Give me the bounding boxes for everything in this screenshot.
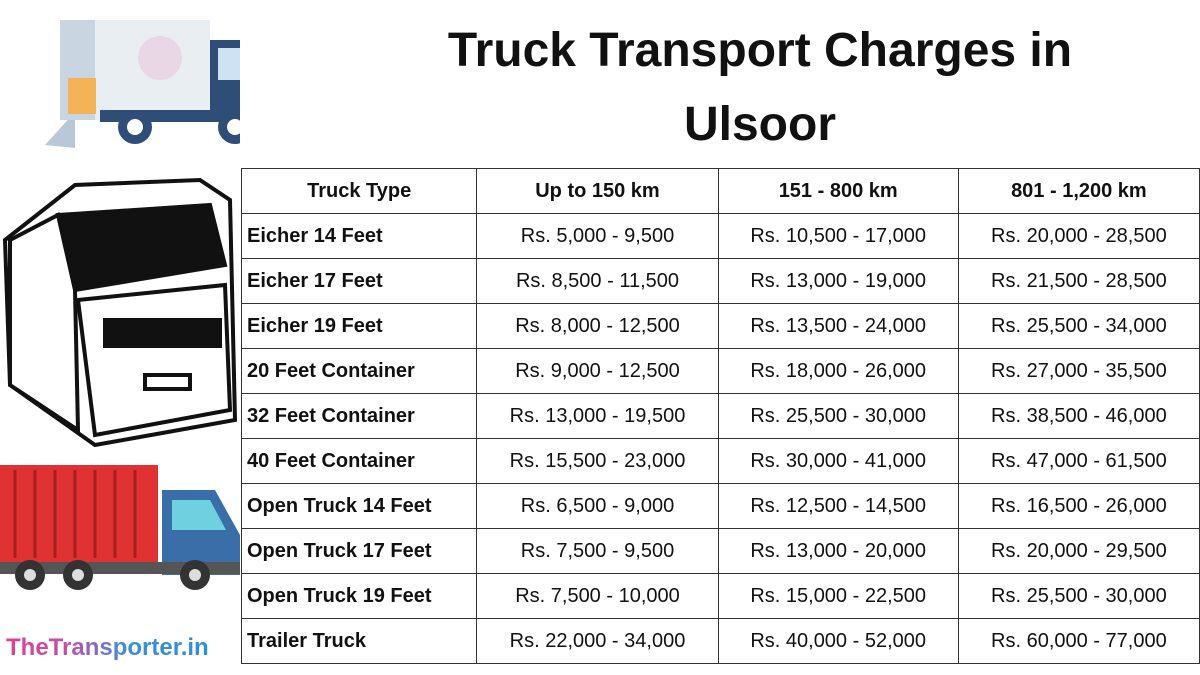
truck-type: 20 Feet Container bbox=[240, 348, 478, 394]
price-range: Rs. 27,000 - 35,500 bbox=[957, 348, 1200, 394]
column-header: Up to 150 km bbox=[476, 168, 719, 214]
price-range: Rs. 18,000 - 26,000 bbox=[717, 348, 959, 394]
column-header: 801 - 1,200 km bbox=[957, 168, 1200, 214]
table-row: 20 Feet Container Rs. 9,000 - 12,500 Rs. 1… bbox=[240, 348, 1200, 394]
truck-type: Open Truck 14 Feet bbox=[240, 483, 478, 529]
price-range: Rs. 5,000 - 9,500 bbox=[476, 213, 719, 259]
price-range: Rs. 15,000 - 22,500 bbox=[717, 573, 959, 619]
price-range: Rs. 40,000 - 52,000 bbox=[717, 618, 959, 664]
price-range: Rs. 15,500 - 23,000 bbox=[476, 438, 719, 484]
price-range: Rs. 38,500 - 46,000 bbox=[957, 393, 1200, 439]
price-range: Rs. 47,000 - 61,500 bbox=[957, 438, 1200, 484]
price-range: Rs. 13,500 - 24,000 bbox=[717, 303, 959, 349]
price-range: Rs. 25,500 - 30,000 bbox=[957, 573, 1200, 619]
box-truck-icon bbox=[45, 20, 240, 148]
rate-table: Truck Type Up to 150 km 151 - 800 km 801 - … bbox=[240, 168, 1200, 664]
table-row: Open Truck 19 Feet Rs. 7,500 - 10,000 Rs. … bbox=[240, 573, 1200, 619]
table-row: Open Truck 17 Feet Rs. 7,500 - 9,500 Rs. 1… bbox=[240, 528, 1200, 574]
price-range: Rs. 10,500 - 17,000 bbox=[717, 213, 959, 259]
price-range: Rs. 13,000 - 19,000 bbox=[717, 258, 959, 304]
header-row: Truck Type Up to 150 km 151 - 800 km 801 - … bbox=[240, 168, 1200, 214]
truck-type: Open Truck 19 Feet bbox=[240, 573, 478, 619]
price-range: Rs. 20,000 - 28,500 bbox=[957, 213, 1200, 259]
truck-type: 32 Feet Container bbox=[240, 393, 478, 439]
title: Truck Transport Charges in Ulsoor bbox=[447, 24, 1073, 151]
price-range: Rs. 25,500 - 34,000 bbox=[957, 303, 1200, 349]
price-range: Rs. 8,500 - 11,500 bbox=[476, 258, 719, 304]
truck-type: Eicher 19 Feet bbox=[240, 303, 478, 349]
price-range: Rs. 13,000 - 20,000 bbox=[717, 528, 959, 574]
table-row: 40 Feet Container Rs. 15,500 - 23,000 Rs. … bbox=[240, 438, 1200, 484]
price-range: Rs. 8,000 - 12,500 bbox=[476, 303, 719, 349]
price-range: Rs. 22,000 - 34,000 bbox=[476, 618, 719, 664]
truck-type: Eicher 17 Feet bbox=[240, 258, 478, 304]
price-range: Rs. 60,000 - 77,000 bbox=[957, 618, 1200, 664]
truck-type: Eicher 14 Feet bbox=[240, 213, 478, 259]
price-range: Rs. 12,500 - 14,500 bbox=[717, 483, 959, 529]
price-range: Rs. 13,000 - 19,500 bbox=[476, 393, 719, 439]
table-row: Open Truck 14 Feet Rs. 6,500 - 9,000 Rs. 1… bbox=[240, 483, 1200, 529]
price-range: Rs. 7,500 - 9,500 bbox=[476, 528, 719, 574]
table-row: Eicher 17 Feet Rs. 8,500 - 11,500 Rs. 13,0… bbox=[240, 258, 1200, 304]
price-range: Rs. 30,000 - 41,000 bbox=[717, 438, 959, 484]
price-range: Rs. 6,500 - 9,000 bbox=[476, 483, 719, 529]
table-row: Trailer Truck Rs. 22,000 - 34,000 Rs. 40,0… bbox=[240, 618, 1200, 664]
truck-type: Open Truck 17 Feet bbox=[240, 528, 478, 574]
container-truck-icon bbox=[0, 465, 240, 590]
truck-type: Trailer Truck bbox=[240, 618, 478, 664]
truck-type: 40 Feet Container bbox=[240, 438, 478, 484]
price-range: Rs. 21,500 - 28,500 bbox=[957, 258, 1200, 304]
column-header: Truck Type bbox=[240, 168, 478, 214]
price-range: Rs. 7,500 - 10,000 bbox=[476, 573, 719, 619]
price-range: Rs. 20,000 - 29,500 bbox=[957, 528, 1200, 574]
price-range: Rs. 25,500 - 30,000 bbox=[717, 393, 959, 439]
table-row: Eicher 14 Feet Rs. 5,000 - 9,500 Rs. 10,50… bbox=[240, 213, 1200, 259]
price-range: Rs. 16,500 - 26,000 bbox=[957, 483, 1200, 529]
truck-front-icon bbox=[2, 177, 238, 448]
price-range: Rs. 9,000 - 12,500 bbox=[476, 348, 719, 394]
illustrations bbox=[0, 20, 240, 590]
table-row: 32 Feet Container Rs. 13,000 - 19,500 Rs. … bbox=[240, 393, 1200, 439]
brand: TheTransporter.in bbox=[6, 634, 209, 661]
column-header: 151 - 800 km bbox=[717, 168, 959, 214]
table-row: Eicher 19 Feet Rs. 8,000 - 12,500 Rs. 13,5… bbox=[240, 303, 1200, 349]
